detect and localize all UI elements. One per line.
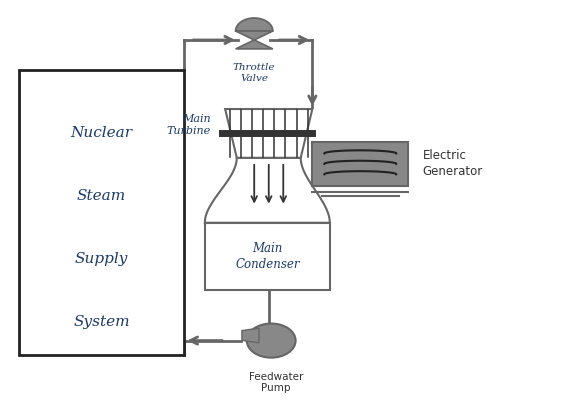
Text: Steam: Steam bbox=[77, 189, 126, 203]
Bar bbox=[205, 223, 330, 290]
Text: Feedwater
Pump: Feedwater Pump bbox=[249, 372, 303, 393]
Text: Main
Condenser: Main Condenser bbox=[235, 242, 300, 271]
Text: Nuclear: Nuclear bbox=[71, 126, 133, 140]
Polygon shape bbox=[235, 40, 273, 49]
Text: Supply: Supply bbox=[75, 252, 128, 266]
Circle shape bbox=[247, 324, 296, 357]
Text: Throttle
Valve: Throttle Valve bbox=[233, 63, 276, 83]
Text: Main
Turbine: Main Turbine bbox=[166, 115, 211, 136]
Text: Electric
Generator: Electric Generator bbox=[423, 149, 483, 178]
Polygon shape bbox=[205, 158, 330, 223]
Polygon shape bbox=[242, 328, 259, 343]
Polygon shape bbox=[225, 109, 312, 158]
Wedge shape bbox=[235, 18, 273, 31]
Bar bbox=[19, 70, 185, 355]
Bar bbox=[312, 142, 408, 186]
Polygon shape bbox=[235, 31, 273, 40]
Text: System: System bbox=[74, 315, 130, 329]
